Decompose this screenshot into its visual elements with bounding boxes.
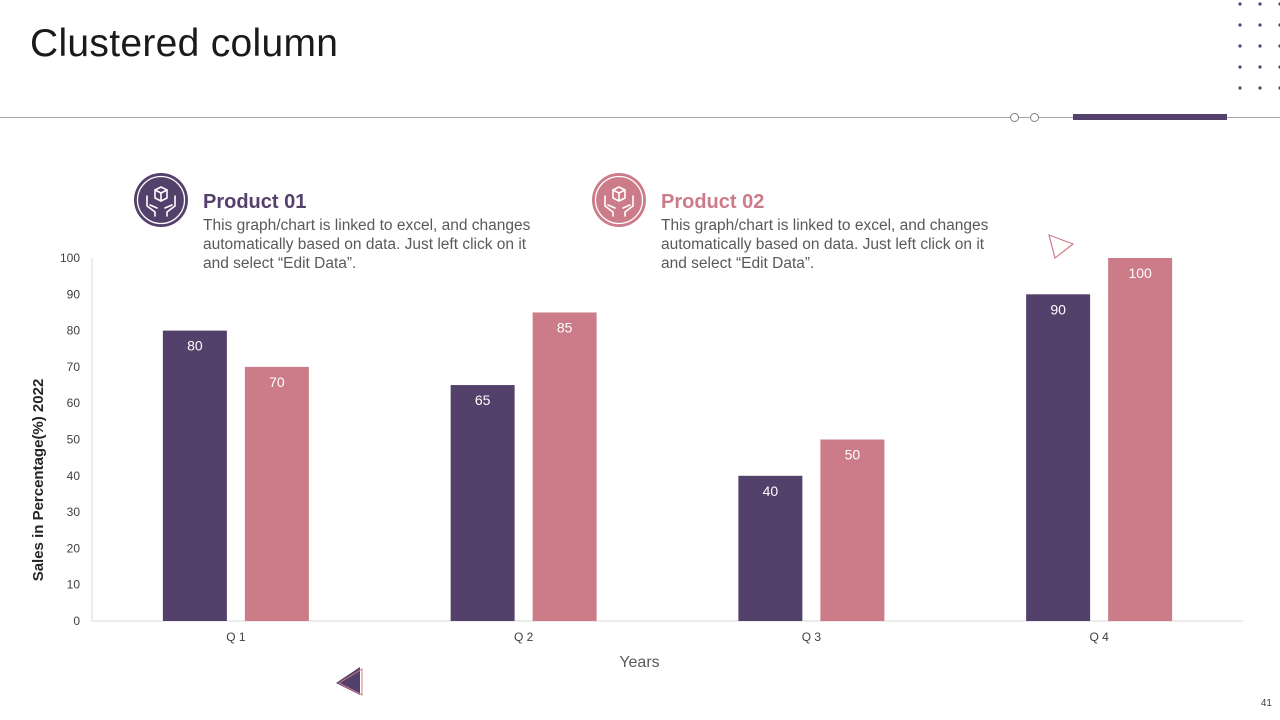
x-tick-label: Q 4 xyxy=(1089,630,1109,644)
decorative-circle-icon xyxy=(1030,113,1039,122)
box-in-hands-icon xyxy=(592,173,646,227)
dot xyxy=(1238,86,1242,90)
data-label: 85 xyxy=(557,319,573,335)
y-tick-label: 0 xyxy=(73,614,80,628)
bar xyxy=(532,312,597,621)
data-label: 40 xyxy=(763,483,779,499)
x-tick-label: Q 2 xyxy=(514,630,534,644)
filled-triangle-icon xyxy=(336,667,363,696)
outline-triangle-icon xyxy=(1048,234,1075,260)
decorative-circle-icon xyxy=(1010,113,1019,122)
accent-bar xyxy=(1073,114,1227,120)
y-tick-label: 30 xyxy=(67,505,81,519)
bar xyxy=(450,385,515,621)
x-tick-label: Q 3 xyxy=(802,630,822,644)
dot xyxy=(1238,44,1242,48)
y-tick-label: 50 xyxy=(67,433,81,447)
header-divider xyxy=(0,117,1280,118)
x-tick-label: Q 1 xyxy=(226,630,246,644)
bar xyxy=(738,475,803,621)
bar xyxy=(1026,294,1091,621)
y-tick-label: 10 xyxy=(67,578,81,592)
legend-description-product-01: This graph/chart is linked to excel, and… xyxy=(203,217,531,272)
legend-title-product-01: Product 01 xyxy=(203,191,307,213)
y-axis-title: Sales in Percentage(%) 2022 xyxy=(30,379,47,582)
data-label: 80 xyxy=(187,338,203,354)
data-label: 100 xyxy=(1128,265,1152,281)
dot xyxy=(1258,23,1262,27)
dot xyxy=(1238,23,1242,27)
dot xyxy=(1258,86,1262,90)
data-label: 65 xyxy=(475,392,491,408)
data-label: 70 xyxy=(269,374,285,390)
dot xyxy=(1258,44,1262,48)
y-tick-label: 70 xyxy=(67,360,81,374)
y-tick-label: 20 xyxy=(67,541,81,555)
dot xyxy=(1238,2,1242,6)
legend-title-product-02: Product 02 xyxy=(661,191,765,213)
dot xyxy=(1258,65,1262,69)
legend-description-product-02: This graph/chart is linked to excel, and… xyxy=(661,217,989,272)
page-number: 41 xyxy=(1260,698,1272,709)
data-label: 50 xyxy=(845,447,861,463)
y-tick-label: 40 xyxy=(67,469,81,483)
data-label: 90 xyxy=(1050,301,1066,317)
y-tick-label: 90 xyxy=(67,287,81,301)
bar xyxy=(244,366,309,621)
box-in-hands-icon xyxy=(134,173,188,227)
dot xyxy=(1258,2,1262,6)
x-axis-title: Years xyxy=(619,654,659,671)
bar xyxy=(162,330,227,621)
bar xyxy=(820,439,885,621)
y-tick-label: 60 xyxy=(67,396,81,410)
slide-title: Clustered column xyxy=(30,22,339,65)
bar xyxy=(1108,258,1173,621)
dot xyxy=(1238,65,1242,69)
y-tick-label: 100 xyxy=(60,251,80,265)
y-tick-label: 80 xyxy=(67,324,81,338)
